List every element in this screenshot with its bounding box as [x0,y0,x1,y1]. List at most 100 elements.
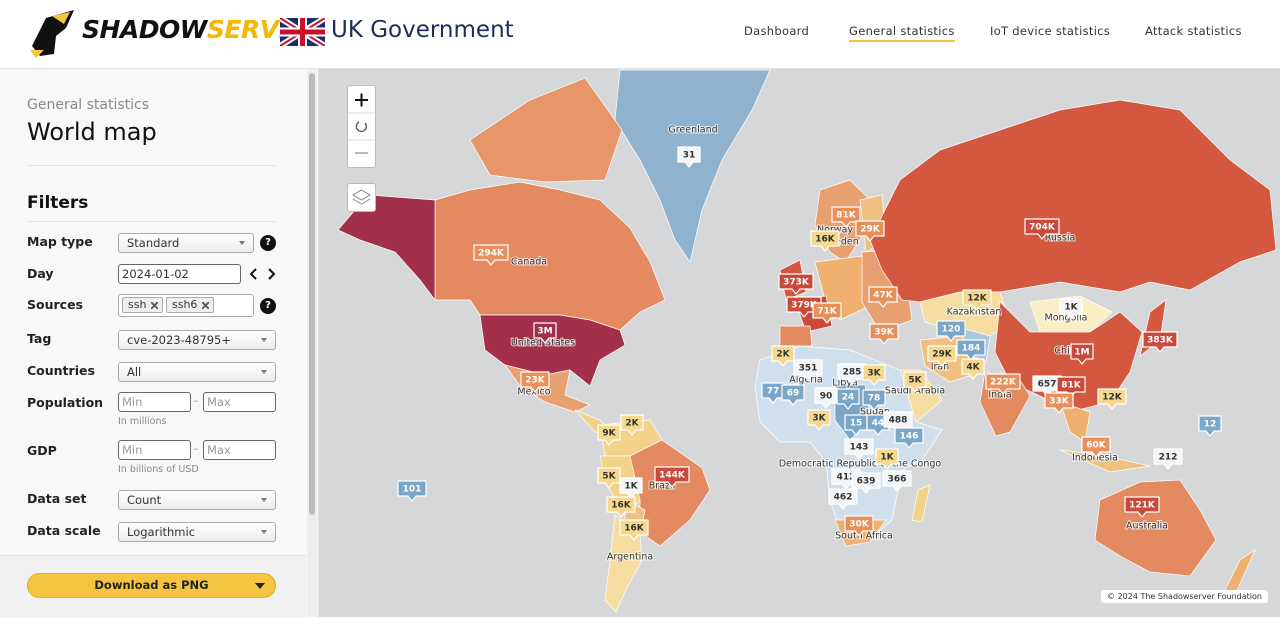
multi-select[interactable]: ssh ssh6 [118,294,254,317]
country[interactable] [779,325,813,347]
prev-day[interactable] [249,268,257,280]
map-marker[interactable]: 69 [781,384,805,406]
map-marker[interactable]: 12K [962,289,992,311]
map-marker[interactable]: 78 [862,389,886,411]
nav-link[interactable]: Dashboard [744,24,810,38]
number-input[interactable]: Max [203,440,276,460]
map-marker[interactable]: 71K [812,302,842,324]
map-marker[interactable]: 60K [1081,436,1111,458]
page-title: World map [27,118,157,146]
marker-pin [1124,496,1160,518]
nav-link[interactable]: General statistics [849,24,955,42]
country[interactable] [911,484,931,523]
map-marker[interactable]: 1K [619,477,643,499]
map-marker[interactable]: 2K [771,345,795,367]
help-icon[interactable]: ? [260,235,276,251]
map-marker[interactable]: 31 [677,146,701,168]
select[interactable]: Logarithmic [118,522,276,542]
map-marker[interactable]: 120 [936,320,966,342]
map-marker[interactable]: 47K [868,286,898,308]
country[interactable] [337,194,436,302]
next-day[interactable] [268,268,276,280]
marker-pin [869,323,899,345]
map-marker[interactable]: 16K [606,496,636,518]
date-input[interactable]: 2024-01-02 [118,264,241,284]
marker-label: 120 [942,325,961,335]
number-input[interactable]: Min [118,392,191,412]
marker-label: 31 [683,151,696,161]
marker-label: 657 [1038,380,1057,390]
select[interactable]: All [118,362,276,382]
select[interactable]: Standard [118,233,254,253]
map-marker[interactable]: 222K [985,373,1021,395]
select[interactable]: Count [118,490,276,510]
chip-remove[interactable] [202,302,210,309]
scroll-thumb[interactable] [309,73,315,515]
map-marker[interactable]: 12 [1198,415,1222,437]
marker-label: 24 [842,393,855,403]
country-label: Democratic Republic of the Congo [779,459,942,470]
map-marker[interactable]: 24 [836,388,860,410]
nav-link[interactable]: IoT device statistics [990,24,1111,38]
map-marker[interactable]: 16K [810,230,840,252]
marker-pin [936,320,966,342]
help-icon[interactable]: ? [260,298,276,314]
marker-pin [677,146,701,168]
map-marker[interactable]: 3K [807,409,831,431]
country[interactable] [434,181,666,331]
map-marker[interactable]: 366 [882,470,912,492]
map-marker[interactable]: 144K [654,466,690,488]
map-marker[interactable]: 2K [620,414,644,436]
map-marker[interactable]: 143 [844,438,874,460]
map-marker[interactable]: 5K [597,467,621,489]
map-marker[interactable]: 121K [1124,496,1160,518]
country[interactable] [614,69,771,263]
map-marker[interactable]: 30K [844,515,874,537]
number-input[interactable]: Min [118,440,191,460]
map-marker[interactable]: 383K [1142,331,1178,353]
map-marker[interactable]: 29K [855,220,885,242]
map-marker[interactable]: 639 [851,472,881,494]
map-marker[interactable]: 16K [619,519,649,541]
country-label: Iran [931,362,950,373]
map[interactable]: Greenland Canada United States Mexico Russia… [319,69,1280,617]
marker-label: 78 [868,394,881,404]
map-marker[interactable]: 462 [828,488,858,510]
map-marker[interactable]: 3K [862,364,886,386]
country[interactable] [869,99,1277,303]
map-marker[interactable]: 212 [1153,448,1183,470]
map-marker[interactable]: 184 [956,339,986,361]
map-marker[interactable]: 351 [793,359,823,381]
layers-control[interactable] [347,183,376,212]
map-marker[interactable]: 81K [831,206,861,228]
nav-link[interactable]: Attack statistics [1145,24,1242,38]
map-marker[interactable]: 39K [869,323,899,345]
map-marker[interactable]: 29K [927,345,957,367]
chip-remove[interactable] [151,302,159,309]
map-marker[interactable]: 704K [1024,218,1060,240]
marker-label: 285 [843,368,862,378]
map-marker[interactable]: 4K [961,358,985,380]
map-marker[interactable]: 5K [903,371,927,393]
map-marker[interactable]: 33K [1044,392,1074,414]
map-marker[interactable]: 1K [875,448,899,470]
map-marker[interactable]: 294K [473,244,509,266]
map-marker[interactable]: 12K [1097,388,1127,410]
map-marker[interactable]: 3M [533,322,557,344]
map-marker[interactable]: 373K [778,273,814,295]
country[interactable] [1224,549,1256,596]
map-marker[interactable]: 101 [397,480,427,502]
map-marker[interactable]: 146 [894,427,924,449]
country[interactable] [1059,449,1151,473]
day-arrows [249,268,276,280]
country[interactable] [469,77,623,183]
select[interactable]: cve-2023-48795+ [118,330,276,350]
map-marker[interactable]: 1K [1059,298,1083,320]
zoom-in[interactable] [355,93,368,107]
download-button[interactable]: Download as PNG [27,573,276,598]
reset-view[interactable] [355,121,367,132]
map-marker[interactable]: 1M [1070,343,1094,365]
number-input[interactable]: Max [203,392,276,412]
map-marker[interactable]: 9K [597,424,621,446]
map-marker[interactable]: 23K [520,371,550,393]
